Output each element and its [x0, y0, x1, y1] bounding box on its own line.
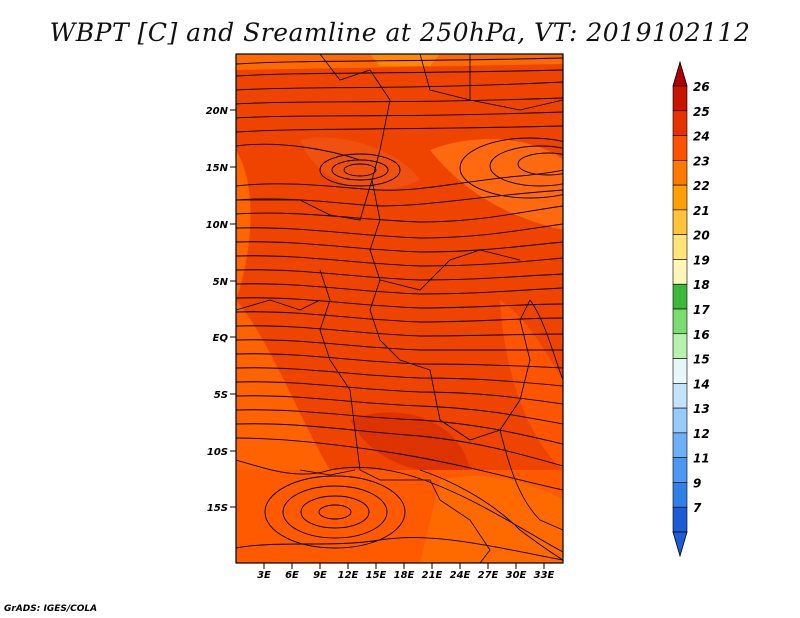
- colorbar-swatch: [672, 383, 688, 409]
- colorbar-label: 11: [693, 452, 710, 466]
- lat-label: 5N: [213, 277, 229, 288]
- colorbar-swatch: [672, 85, 688, 112]
- lon-label: 18E: [394, 570, 415, 581]
- colorbar-label: 9: [693, 476, 701, 490]
- colorbar-swatch: [672, 135, 688, 161]
- colorbar-label: 20: [693, 229, 710, 243]
- lon-label: 33E: [534, 570, 555, 581]
- lon-label: 3E: [257, 570, 271, 581]
- lon-label: 27E: [478, 570, 499, 581]
- colorbar-label: 23: [693, 154, 710, 168]
- colorbar-label: 18: [693, 278, 710, 292]
- colorbar-swatch: [672, 407, 688, 434]
- lat-label: 5S: [214, 390, 228, 401]
- lon-label: 12E: [338, 570, 359, 581]
- grads-credit: GrADS: IGES/COLA: [4, 604, 98, 614]
- colorbar-swatch: [672, 333, 688, 359]
- wbpt-field: [236, 54, 563, 563]
- colorbar-swatch: [672, 234, 688, 260]
- colorbar-label: 19: [693, 253, 710, 267]
- lat-label: 10S: [207, 447, 228, 458]
- colorbar-label: 15: [693, 353, 710, 367]
- colorbar-swatch: [672, 209, 688, 235]
- colorbar: 26 25 24 23 22 21 20 19 18 17 16 15 14 13 12 11 9 7: [672, 60, 710, 558]
- lon-label: 21E: [422, 570, 443, 581]
- lon-label: 24E: [450, 570, 471, 581]
- streamlines: [236, 57, 563, 561]
- colorbar-swatch: [672, 457, 688, 483]
- colorbar-low-arrow: [672, 531, 688, 558]
- lat-label: 20N: [206, 106, 229, 117]
- colorbar-label: 24: [693, 130, 710, 144]
- colorbar-swatch: [672, 160, 688, 186]
- colorbar-label: 21: [693, 204, 710, 218]
- colorbar-label: 14: [693, 377, 710, 391]
- lat-labels: 20N 15N 10N 5N EQ 5S 10S 15S: [206, 106, 229, 514]
- colorbar-label: 22: [693, 179, 710, 193]
- lat-label: EQ: [213, 333, 229, 344]
- colorbar-label: 26: [693, 80, 710, 94]
- map-title: WBPT [C] and Sreamline at 250hPa, VT: 20…: [49, 18, 751, 47]
- colorbar-swatch: [672, 432, 688, 458]
- colorbar-swatch: [672, 110, 688, 136]
- lon-label: 9E: [313, 570, 327, 581]
- colorbar-swatch: [672, 259, 688, 285]
- colorbar-label: 7: [693, 501, 702, 515]
- lon-ticks: [263, 563, 545, 569]
- colorbar-swatch: [672, 308, 688, 335]
- colorbar-swatch: [672, 184, 688, 211]
- colorbar-label: 17: [693, 303, 710, 317]
- lat-label: 15S: [207, 503, 228, 514]
- lon-label: 6E: [285, 570, 299, 581]
- colorbar-high-arrow: [672, 60, 688, 87]
- lat-ticks: [230, 109, 236, 508]
- colorbar-swatch: [672, 358, 688, 384]
- lon-label: 30E: [506, 570, 527, 581]
- lat-label: 15N: [206, 163, 229, 174]
- lon-labels: 3E 6E 9E 12E 15E 18E 21E 24E 27E 30E 33E: [257, 570, 554, 581]
- colorbar-swatch: [672, 506, 688, 533]
- colorbar-label: 12: [693, 427, 710, 441]
- country-borders: [236, 54, 563, 563]
- lat-label: 10N: [206, 220, 229, 231]
- colorbar-label: 16: [693, 328, 710, 342]
- colorbar-swatch: [672, 283, 688, 310]
- colorbar-label: 25: [693, 105, 710, 119]
- colorbar-label: 13: [693, 402, 710, 416]
- colorbar-swatch: [672, 482, 688, 508]
- lon-label: 15E: [366, 570, 387, 581]
- map-frame: [235, 53, 564, 564]
